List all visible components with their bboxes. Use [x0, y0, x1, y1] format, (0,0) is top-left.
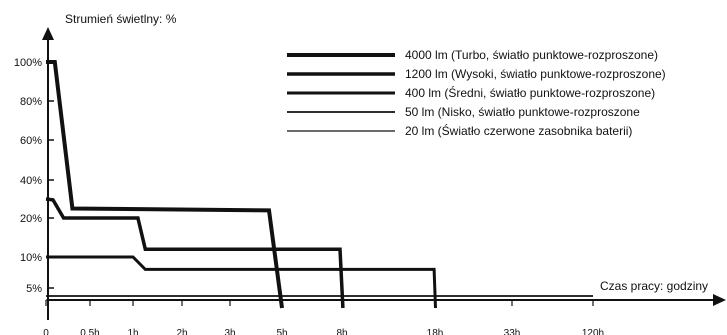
x-tick-label: 0,5h: [80, 328, 99, 335]
legend-label: 50 lm (Nisko, światło punktowe-rozproszo…: [405, 105, 640, 119]
x-tick-label: 8h: [336, 328, 347, 335]
y-tick-label: 20%: [20, 213, 42, 225]
x-tick-label: 1h: [127, 328, 138, 335]
legend: 4000 lm (Turbo, światło punktowe-rozpros…: [287, 48, 666, 138]
legend-label: 4000 lm (Turbo, światło punktowe-rozpros…: [405, 48, 658, 62]
legend-label: 400 lm (Średni, światło punktowe-rozpros…: [405, 85, 655, 100]
y-tick-label: 5%: [26, 283, 42, 295]
x-axis-arrow: [713, 294, 726, 306]
x-tick-label: 120h: [582, 328, 604, 335]
series-line: [46, 60, 284, 309]
series-line: [46, 255, 437, 309]
legend-label: 1200 lm (Wysoki, światło punktowe-rozpro…: [405, 67, 666, 81]
series: [45, 60, 593, 309]
x-ticks: 0 0,5h 1h 2h 3h 5h 8h 18h 33h 120h: [43, 300, 604, 335]
y-tick-label: 100%: [14, 57, 42, 69]
y-tick-label: 60%: [20, 135, 42, 147]
y-tick-label: 80%: [20, 96, 42, 108]
y-tick-label: 10%: [20, 252, 42, 264]
y-axis-arrow: [42, 27, 54, 40]
x-tick-label: 0: [43, 328, 49, 335]
y-axis-label: Strumień świetlny: %: [65, 12, 177, 26]
x-tick-label: 18h: [427, 328, 444, 335]
series-line: [45, 197, 345, 309]
y-ticks: 5% 10% 20% 40% 60% 80% 100%: [14, 57, 54, 295]
x-tick-label: 33h: [504, 328, 521, 335]
x-axis-label: Czas pracy: godziny: [600, 279, 708, 293]
y-tick-label: 40%: [20, 175, 42, 187]
x-tick-label: 2h: [176, 328, 187, 335]
x-tick-label: 3h: [224, 328, 235, 335]
legend-label: 20 lm (Światło czerwone zasobnika bateri…: [405, 123, 632, 138]
x-tick-label: 5h: [276, 328, 287, 335]
